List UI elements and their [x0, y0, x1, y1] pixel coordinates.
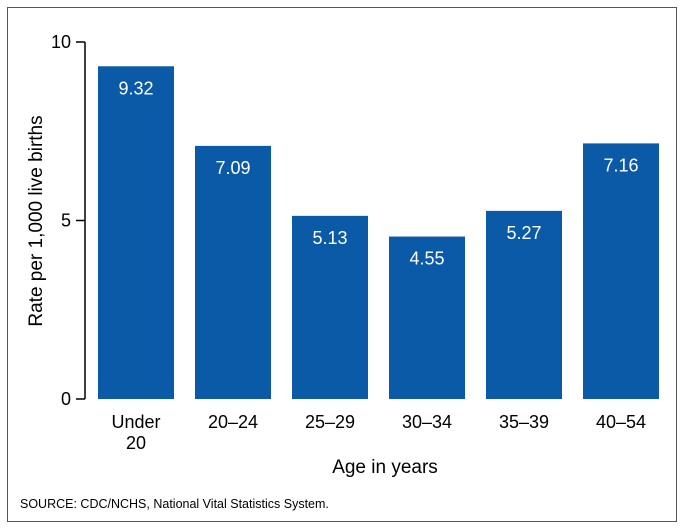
- y-tick-label: 5: [61, 211, 71, 231]
- bar: [389, 236, 465, 399]
- x-tick-label: Under 20: [111, 412, 160, 453]
- bar: [292, 215, 368, 399]
- bar-value-label: 7.09: [215, 158, 250, 178]
- bar-value-label: 5.13: [312, 228, 347, 248]
- x-tick-label: 20–24: [208, 412, 258, 432]
- x-tick-label: 40–54: [596, 412, 646, 432]
- bar-value-label: 9.32: [118, 78, 153, 98]
- y-axis-title: Rate per 1,000 live births: [26, 115, 47, 326]
- y-tick-label: 0: [61, 389, 71, 409]
- source-note: SOURCE: CDC/NCHS, National Vital Statist…: [20, 497, 329, 511]
- bar: [195, 145, 271, 399]
- x-tick-label: 35–39: [499, 412, 549, 432]
- x-axis-title: Age in years: [332, 457, 438, 478]
- x-tick-label: 25–29: [305, 412, 355, 432]
- bar-value-label: 7.16: [603, 155, 638, 175]
- y-tick-label: 10: [51, 32, 71, 52]
- x-tick-label: 30–34: [402, 412, 452, 432]
- plot-area: 0 5 10 9.32 Under 20 7.09 20–24 5.13 25–29 4.55 30–…: [51, 32, 659, 453]
- bar-value-label: 4.55: [409, 249, 444, 269]
- bar: [486, 210, 562, 399]
- bar-value-label: 5.27: [506, 223, 541, 243]
- bar: [98, 66, 174, 399]
- bar: [583, 143, 659, 399]
